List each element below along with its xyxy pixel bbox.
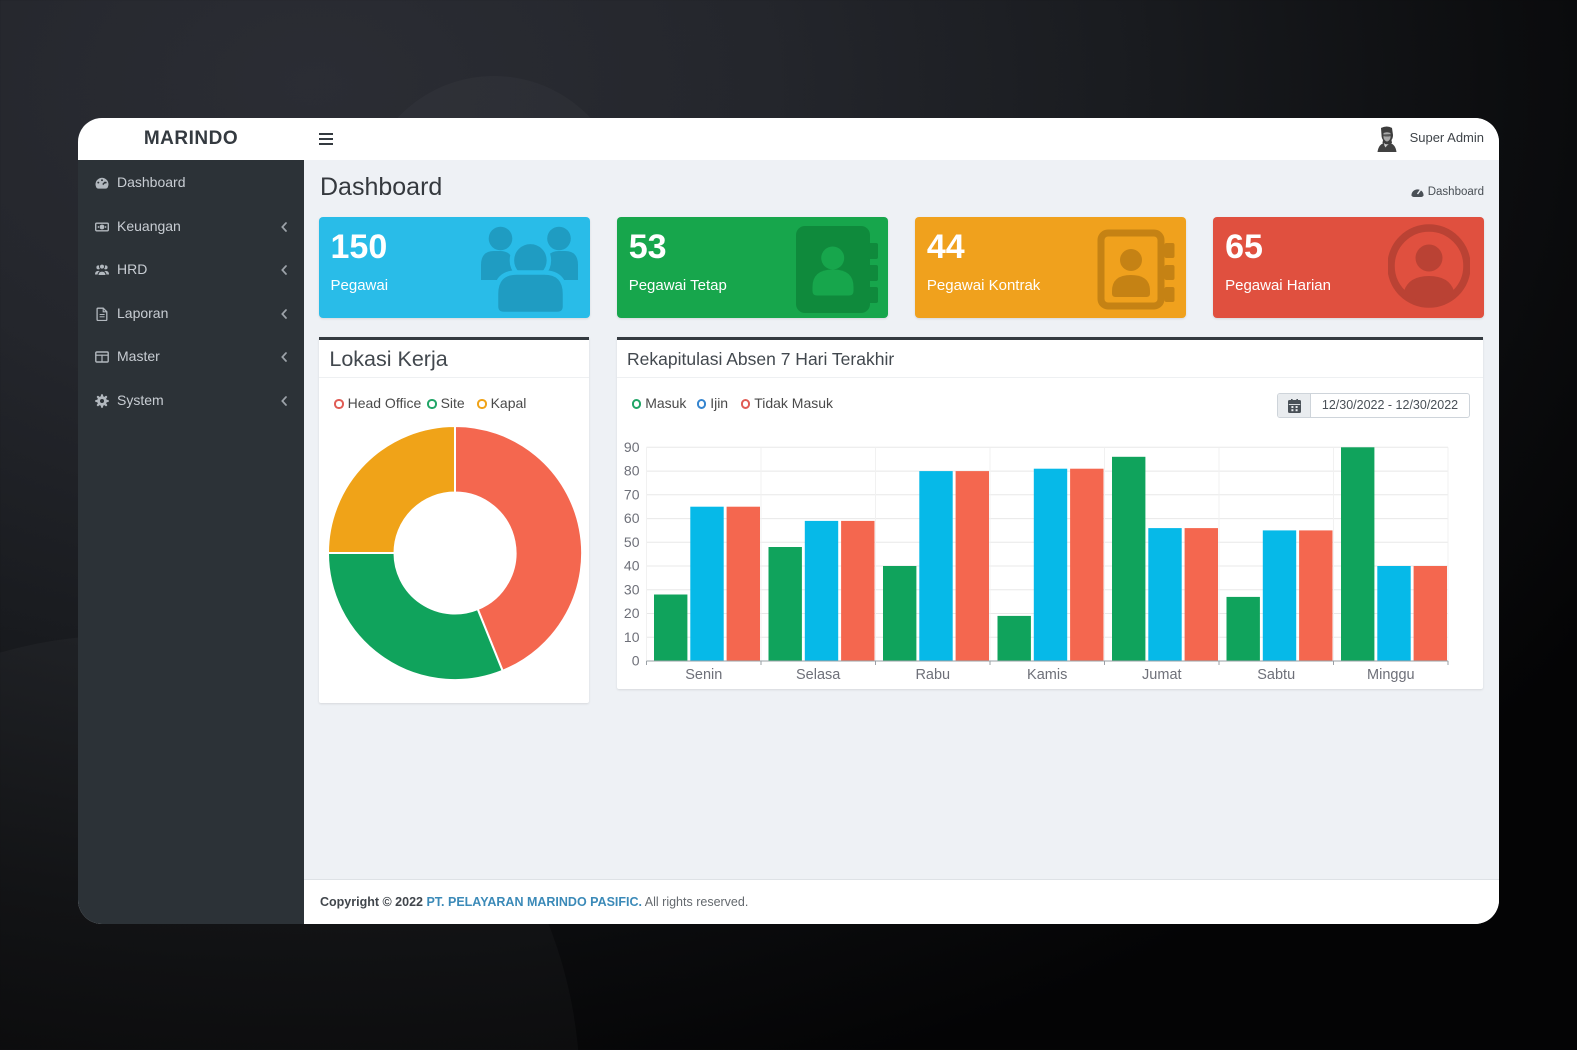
svg-text:80: 80 [624,463,640,479]
svg-text:Senin: Senin [685,667,722,683]
svg-text:70: 70 [624,486,640,502]
svg-text:Sabtu: Sabtu [1257,667,1295,683]
svg-text:Jumat: Jumat [1142,667,1182,683]
svg-text:60: 60 [624,510,640,526]
svg-text:0: 0 [632,653,640,669]
svg-text:10: 10 [624,629,640,645]
svg-text:20: 20 [624,605,640,621]
svg-text:Minggu: Minggu [1367,667,1415,683]
svg-text:Kamis: Kamis [1027,667,1067,683]
svg-text:90: 90 [624,439,640,455]
svg-text:Rabu: Rabu [915,667,950,683]
svg-text:40: 40 [624,558,640,574]
svg-text:Selasa: Selasa [796,667,841,683]
svg-text:50: 50 [624,534,640,550]
svg-text:30: 30 [624,581,640,597]
